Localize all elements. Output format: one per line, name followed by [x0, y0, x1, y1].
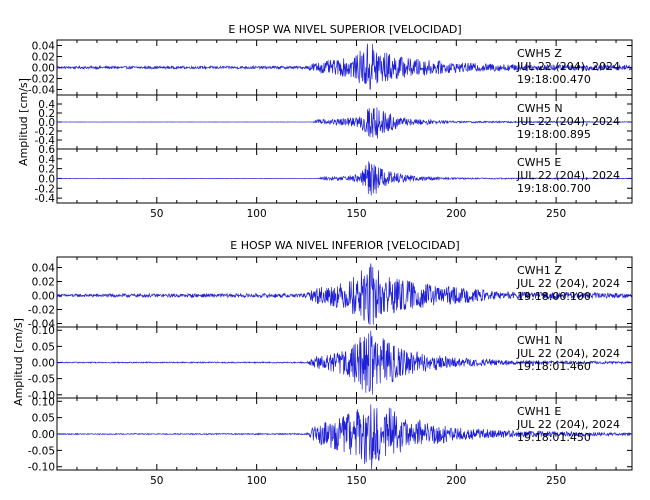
y-axis-label-upper: Amplitud [cm/s]	[17, 78, 30, 166]
seismic-trace	[56, 330, 633, 395]
seismic-trace	[56, 43, 633, 90]
seismic-trace	[56, 263, 633, 325]
x-tick-label: 100	[247, 208, 267, 220]
y-tick-label: 0.00	[32, 63, 55, 75]
x-tick-label: 250	[546, 208, 566, 220]
y-tick-label: 0.6	[38, 144, 55, 156]
station-label: CWH5 N	[517, 102, 563, 115]
x-tick-label: 150	[346, 208, 366, 220]
station-label: CWH5 E	[517, 156, 561, 169]
time-label: 19:18:00.895	[517, 128, 591, 141]
y-tick-label: -0.10	[28, 390, 55, 402]
time-label: 19:18:00.100	[517, 290, 591, 303]
date-label: JUL 22 (204), 2024	[516, 169, 620, 182]
date-label: JUL 22 (204), 2024	[516, 347, 620, 360]
y-tick-label: 0.2	[38, 164, 55, 176]
x-tick-label: 50	[150, 475, 163, 487]
y-tick-label: 0.2	[38, 108, 55, 120]
y-tick-label: 0.02	[32, 52, 55, 64]
station-label: CWH5 Z	[517, 47, 562, 60]
y-tick-label: 0.4	[38, 154, 55, 166]
y-tick-label: -0.2	[35, 126, 56, 138]
y-tick-label: -0.05	[28, 374, 55, 386]
date-label: JUL 22 (204), 2024	[516, 60, 620, 73]
y-tick-label: 0.0	[38, 117, 55, 129]
time-label: 19:18:01.450	[517, 431, 591, 444]
x-tick-label: 50	[150, 208, 163, 220]
y-axis-label-lower: Amplitud [cm/s]	[12, 318, 25, 406]
panel-frame	[56, 148, 633, 204]
y-tick-label: 0.05	[32, 413, 55, 425]
y-tick-label: 0.00	[32, 291, 55, 303]
y-tick-label: -0.4	[35, 135, 56, 147]
y-tick-label: 0.4	[38, 99, 55, 111]
y-tick-label: -0.10	[28, 462, 55, 474]
y-tick-label: 0.05	[32, 341, 55, 353]
y-tick-label: -0.2	[35, 183, 56, 195]
date-label: JUL 22 (204), 2024	[516, 418, 620, 431]
x-tick-label: 200	[446, 475, 466, 487]
seismic-trace	[56, 161, 633, 196]
y-tick-label: -0.04	[28, 319, 55, 331]
time-label: 19:18:01.460	[517, 360, 591, 373]
y-tick-label: 0.0	[38, 173, 55, 185]
time-label: 19:18:00.700	[517, 182, 591, 195]
chart-title-upper: E HOSP WA NIVEL SUPERIOR [VELOCIDAD]	[228, 23, 461, 36]
y-tick-label: -0.02	[28, 74, 55, 86]
y-tick-label: -0.04	[28, 85, 55, 97]
y-tick-label: 0.04	[32, 263, 56, 275]
y-tick-label: -0.05	[28, 445, 55, 457]
y-tick-label: 0.00	[32, 358, 55, 370]
y-tick-label: -0.4	[35, 193, 56, 205]
chart-title-lower: E HOSP WA NIVEL INFERIOR [VELOCIDAD]	[230, 239, 459, 252]
station-label: CWH1 Z	[517, 264, 562, 277]
station-label: CWH1 E	[517, 405, 561, 418]
date-label: JUL 22 (204), 2024	[516, 277, 620, 290]
y-tick-label: 0.00	[32, 429, 55, 441]
y-tick-label: 0.10	[32, 325, 55, 337]
seismic-trace	[56, 404, 633, 470]
y-tick-label: 0.02	[32, 277, 55, 289]
x-tick-label: 150	[346, 475, 366, 487]
date-label: JUL 22 (204), 2024	[516, 115, 620, 128]
time-label: 19:18:00.470	[517, 73, 591, 86]
seismic-trace	[56, 107, 633, 139]
y-tick-label: 0.10	[32, 396, 55, 408]
x-tick-label: 200	[446, 208, 466, 220]
x-tick-label: 100	[247, 475, 267, 487]
station-label: CWH1 N	[517, 334, 563, 347]
y-tick-label: 0.04	[32, 41, 56, 53]
y-tick-label: -0.02	[28, 305, 55, 317]
x-tick-label: 250	[546, 475, 566, 487]
